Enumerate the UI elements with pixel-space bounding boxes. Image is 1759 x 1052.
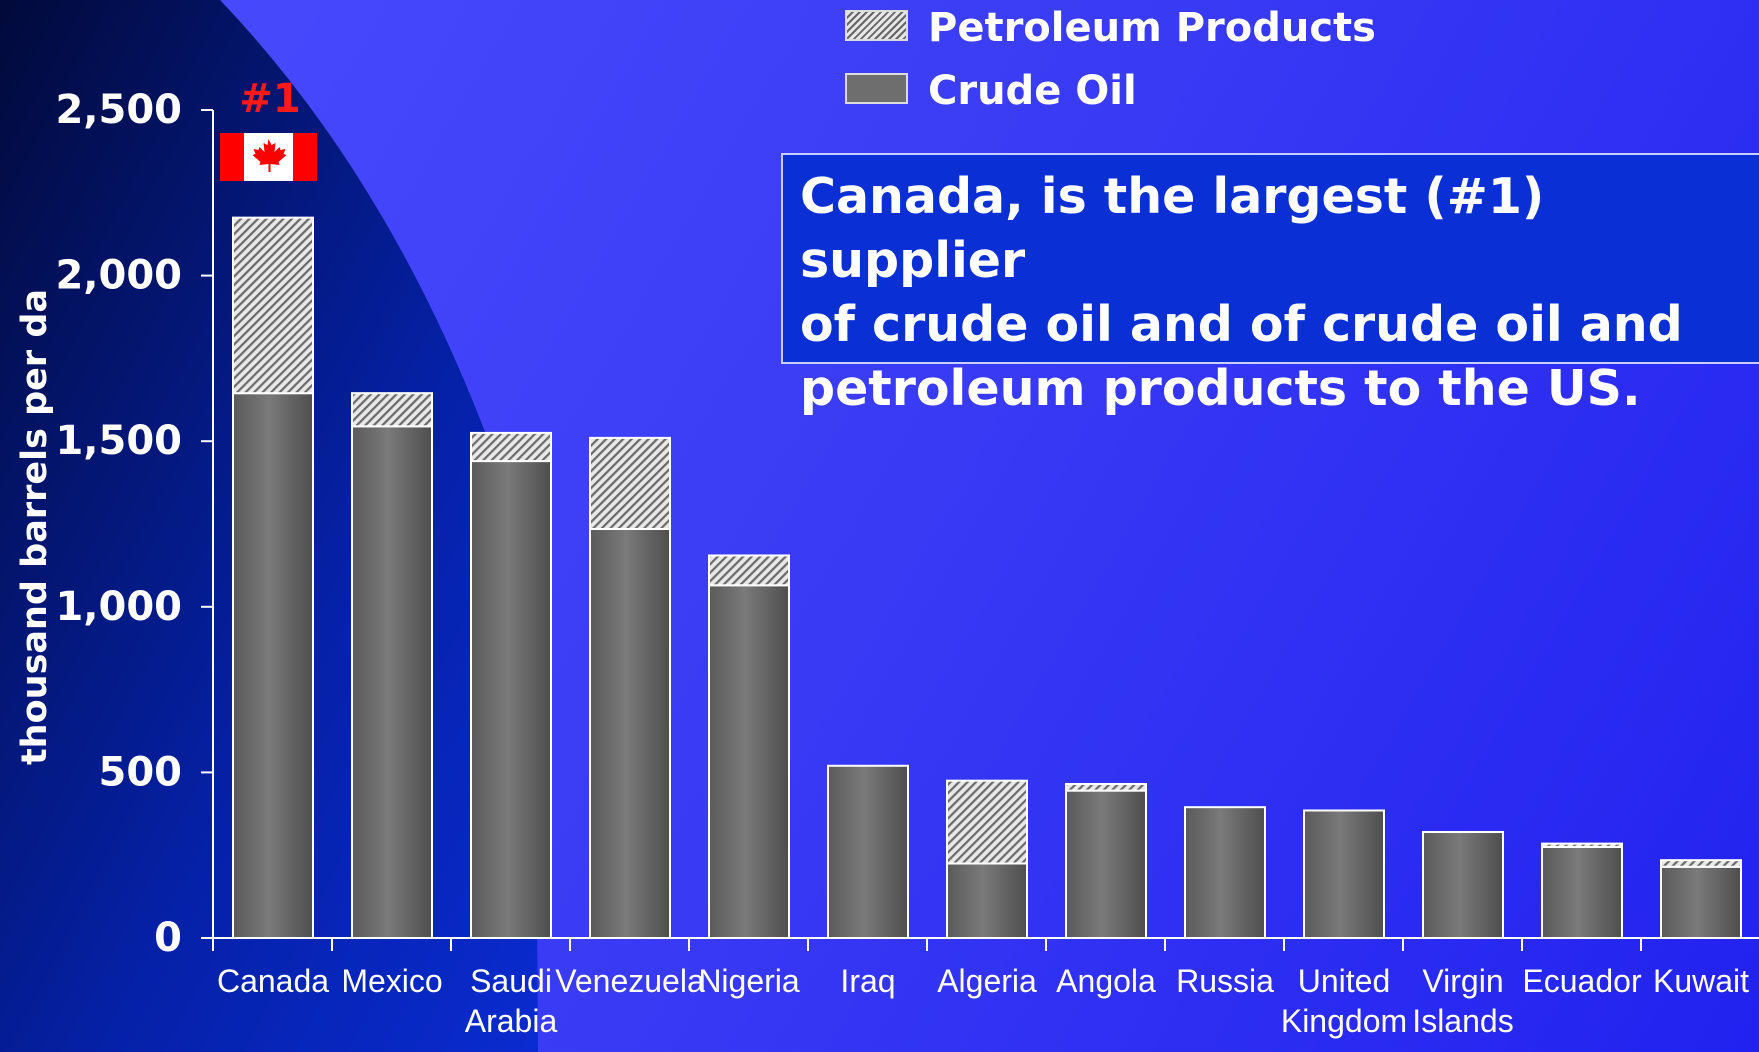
x-tick-label: Iraq (840, 963, 895, 999)
bar-petroleum-products-saudi-arabia (470, 431, 552, 463)
rank-label: #1 (239, 76, 300, 122)
y-tick-label: 1,500 (55, 418, 182, 464)
y-tick-label: 2,500 (55, 87, 182, 133)
y-tick-label: 1,000 (55, 584, 182, 630)
x-tick-label: Angola (1056, 963, 1156, 999)
legend-swatch-petroleum-products (845, 10, 908, 41)
canada-flag-icon (220, 133, 317, 181)
x-tick-label: Saudi Arabia (465, 963, 558, 1039)
x-tick-label: Mexico (341, 963, 442, 999)
legend-swatch-crude-oil (845, 73, 908, 104)
x-tick-label: Virgin Islands (1412, 963, 1513, 1039)
x-tick-label: Nigeria (698, 963, 800, 999)
bar-crude-oil-kuwait (1660, 865, 1742, 939)
bar-petroleum-products-angola (1065, 782, 1147, 792)
bar-petroleum-products-algeria (946, 779, 1028, 865)
x-tick-label: Russia (1176, 963, 1274, 999)
bar-crude-oil-united-kingdom (1303, 809, 1385, 939)
callout-box: Canada, is the largest (#1) supplier of … (781, 153, 1759, 417)
bar-crude-oil-saudi-arabia (470, 460, 552, 939)
bar-crude-oil-canada (232, 392, 314, 939)
bar-petroleum-products-venezuela (589, 436, 671, 530)
bar-crude-oil-mexico (351, 425, 433, 939)
bar-petroleum-products-mexico (351, 392, 433, 428)
x-tick-label: Ecuador (1522, 963, 1642, 999)
legend-label-crude-oil: Crude Oil (928, 68, 1137, 114)
x-tick-label: Algeria (937, 963, 1037, 999)
x-tick-label: Venezuela (555, 963, 705, 999)
x-tick-label: Canada (217, 963, 329, 999)
bar-crude-oil-venezuela (589, 527, 671, 940)
bar-crude-oil-ecuador (1541, 845, 1623, 939)
y-tick-label: 2,000 (55, 253, 182, 299)
bar-crude-oil-iraq (827, 764, 909, 939)
legend-label-petroleum-products: Petroleum Products (928, 5, 1376, 51)
x-tick-label: United Kingdom (1281, 963, 1407, 1039)
y-tick-label: 500 (99, 749, 183, 795)
y-tick-label: 0 (154, 915, 182, 961)
x-tick-label: Kuwait (1653, 963, 1749, 999)
bar-petroleum-products-kuwait (1660, 859, 1742, 868)
bar-crude-oil-nigeria (708, 584, 790, 939)
bar-petroleum-products-ecuador (1541, 842, 1623, 848)
bar-crude-oil-virgin-islands (1422, 831, 1504, 939)
bar-petroleum-products-nigeria (708, 554, 790, 587)
bar-crude-oil-russia (1184, 806, 1266, 940)
bar-petroleum-products-canada (232, 216, 314, 395)
bar-crude-oil-algeria (946, 862, 1028, 939)
bar-crude-oil-angola (1065, 789, 1147, 940)
